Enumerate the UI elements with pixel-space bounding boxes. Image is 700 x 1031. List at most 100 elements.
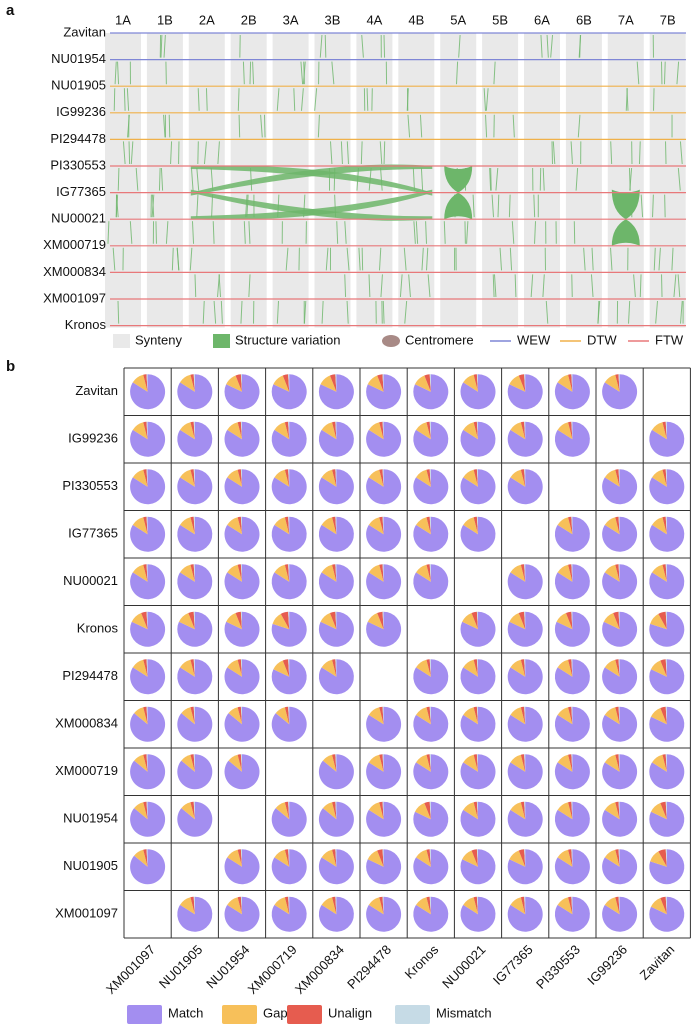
structure-variation <box>483 88 486 111</box>
pie-slice <box>335 896 337 915</box>
pie-slice <box>318 659 354 695</box>
pie-slice <box>193 564 195 582</box>
structure-variation <box>540 34 543 58</box>
pie-slice <box>650 897 667 915</box>
structure-variation <box>545 300 549 324</box>
structure-variation <box>455 61 459 85</box>
legend-label: Centromere <box>405 332 474 347</box>
chromosome-label: 1A <box>115 12 131 27</box>
structure-variation <box>314 88 318 111</box>
pie-slice <box>568 516 573 535</box>
pie-slice <box>557 517 573 535</box>
pie-slice <box>178 612 195 630</box>
pie-slice <box>382 469 384 487</box>
structure-variation <box>191 221 195 244</box>
pie-slice <box>193 896 195 915</box>
pie-slice <box>557 849 573 867</box>
chromosome-label: 7B <box>660 12 676 27</box>
pie-slice <box>463 707 478 725</box>
pie-slice <box>602 516 638 552</box>
structure-variation <box>610 247 613 271</box>
structure-variation <box>128 141 131 165</box>
pie-slice <box>604 564 620 582</box>
pie-slice <box>650 660 667 677</box>
pie-slice <box>224 754 260 790</box>
pie-slice <box>177 659 213 695</box>
pie-slice <box>280 611 290 630</box>
pie-slice <box>507 706 543 742</box>
pie-slice <box>662 564 667 582</box>
pie-slice <box>134 849 148 867</box>
pie-slice <box>284 421 290 440</box>
pie-slice <box>665 516 667 535</box>
structure-variation <box>126 88 130 111</box>
pie-slice <box>322 802 337 820</box>
pie-slice <box>476 896 478 915</box>
structure-variation <box>420 167 424 191</box>
pie-slice <box>367 612 384 630</box>
pie-slice <box>130 801 166 837</box>
pie-slice <box>473 801 478 820</box>
structure-variation <box>203 141 207 165</box>
structure-variation <box>220 300 223 324</box>
pie-slice <box>618 801 620 820</box>
structure-variation <box>163 34 166 58</box>
structure-variation <box>379 141 383 165</box>
pie-slice <box>473 896 478 915</box>
pie-slice <box>181 802 195 820</box>
structure-variation <box>331 61 335 85</box>
structure-variation <box>583 247 586 271</box>
pie-slice <box>460 801 496 837</box>
structure-variation <box>366 88 369 111</box>
pie-slice <box>284 849 290 867</box>
pie-slice <box>275 802 290 820</box>
pie-slice <box>557 564 573 582</box>
pie-slice <box>332 801 337 820</box>
pie-slice <box>335 611 337 630</box>
pie-slice <box>274 469 290 487</box>
pie-slice <box>429 659 431 677</box>
pie-slice <box>652 564 667 582</box>
pie-slice <box>662 469 667 487</box>
pie-slice <box>335 564 337 582</box>
structure-variation <box>590 274 594 298</box>
structure-variation <box>575 167 579 191</box>
pie-slice <box>426 469 431 487</box>
pie-slice <box>429 374 431 392</box>
structure-variation <box>122 141 126 165</box>
pie-slice <box>424 801 431 820</box>
legend-label: FTW <box>655 332 684 347</box>
pie-slice <box>476 374 478 392</box>
pie-slice <box>227 469 242 487</box>
pie-slice <box>193 801 195 820</box>
structure-variation <box>237 88 240 111</box>
legend-label: Mismatch <box>436 1005 492 1020</box>
pie-slice <box>416 849 431 867</box>
pie-slice <box>463 897 478 915</box>
pie-slice <box>288 516 290 535</box>
pie-slice <box>227 517 242 535</box>
pie-slice <box>604 517 620 535</box>
pie-slice <box>615 516 620 535</box>
pie-slice <box>602 374 638 410</box>
pie-slice <box>288 611 290 630</box>
pie-slice <box>416 659 431 677</box>
pie-slice <box>571 659 573 677</box>
pie-slice <box>382 421 384 440</box>
pie-slice <box>510 422 526 440</box>
structure-variation <box>276 88 280 111</box>
pie-slice <box>368 517 384 535</box>
pie-slice <box>288 469 290 487</box>
pie-slice <box>473 469 478 487</box>
pie-slice <box>650 851 667 867</box>
structure-variation <box>302 61 306 85</box>
pie-slice <box>240 374 242 392</box>
pie-slice <box>237 469 242 487</box>
pie-slice <box>146 516 148 535</box>
pie-slice <box>366 564 402 600</box>
pie-slice <box>224 421 260 457</box>
row-label: PI330553 <box>62 478 118 493</box>
pie-slice <box>524 659 526 677</box>
pie-slice <box>227 422 242 440</box>
structure-variation <box>550 34 554 58</box>
